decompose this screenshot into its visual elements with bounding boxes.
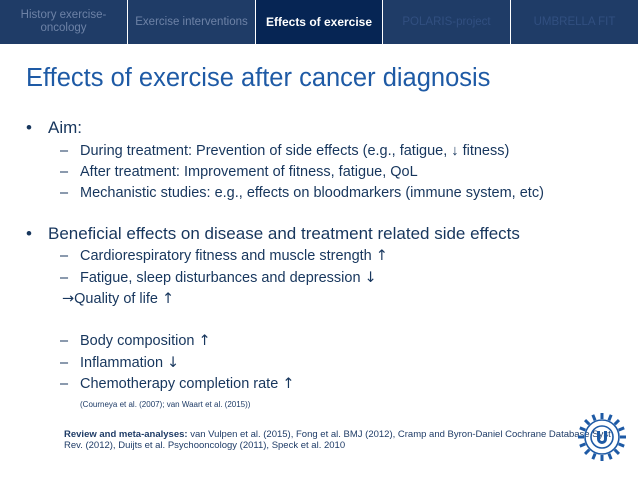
effect-item: – Chemotherapy completion rate ↑ (60, 376, 295, 392)
references-label: Review and meta-analyses: (64, 429, 188, 440)
arrow-up-icon: ↑ (375, 248, 388, 264)
dash-marker: – (60, 355, 69, 371)
aim-item: – During treatment: Prevention of side ef… (60, 143, 510, 159)
arrow-right-icon: → (62, 291, 75, 307)
aim-heading: Aim: (48, 118, 82, 137)
arrow-up-icon: ↑ (198, 333, 211, 349)
references-line-2: Rev. (2012), Duijts et al. Psychooncolog… (64, 440, 346, 451)
dash-marker: – (60, 270, 69, 286)
dash-marker: – (60, 248, 69, 264)
aim-item: – Mechanistic studies: e.g., effects on b… (60, 185, 544, 201)
effect-item: – Body composition ↑ (60, 333, 211, 349)
arrow-down-icon: ↓ (167, 355, 180, 371)
effects-heading: Beneficial effects on disease and treatm… (48, 224, 520, 243)
effect-item: – Cardiorespiratory fitness and muscle st… (60, 248, 388, 264)
bullet-marker: • (26, 118, 32, 137)
tab-history-exercise-oncology[interactable]: History exercise-oncology (0, 0, 127, 44)
arrow-up-icon: ↑ (162, 291, 175, 307)
references-line-1: Review and meta-analyses: van Vulpen et … (64, 429, 611, 440)
university-seal-icon (577, 412, 627, 462)
tab-label: Effects of exercise (265, 14, 373, 29)
bullet-marker: • (26, 224, 32, 243)
top-navigation: History exercise-oncology Exercise inter… (0, 0, 638, 44)
tab-umbrella-fit[interactable]: UMBRELLA FIT (511, 0, 638, 44)
citation: (Courneya et al. (2007); van Waart et al… (80, 400, 251, 409)
tab-label: POLARIS-project (402, 15, 491, 28)
slide-title: Effects of exercise after cancer diagnos… (26, 64, 491, 92)
aim-bullet-item: • Aim: (26, 118, 82, 138)
tab-label: UMBRELLA FIT (533, 15, 616, 28)
dash-marker: – (60, 164, 69, 180)
effects-bullet-item: • Beneficial effects on disease and treat… (26, 224, 520, 244)
arrow-up-icon: ↑ (282, 376, 295, 392)
tab-polaris-project[interactable]: POLARIS-project (383, 0, 510, 44)
dash-marker: – (60, 143, 69, 159)
dash-marker: – (60, 333, 69, 349)
dash-marker: – (60, 185, 69, 201)
effect-item: – Inflammation ↓ (60, 355, 180, 371)
tab-effects-of-exercise[interactable]: Effects of exercise (256, 0, 382, 44)
arrow-down-icon: ↓ (364, 270, 377, 286)
tab-label: History exercise-oncology (20, 9, 107, 34)
aim-item: – After treatment: Improvement of fitness… (60, 164, 418, 180)
effect-item: – Fatigue, sleep disturbances and depress… (60, 270, 377, 286)
tab-exercise-interventions[interactable]: Exercise interventions (128, 0, 255, 44)
tab-label: Exercise interventions (135, 15, 248, 28)
dash-marker: – (60, 376, 69, 392)
quality-of-life-item: →Quality of life ↑ (62, 291, 175, 307)
